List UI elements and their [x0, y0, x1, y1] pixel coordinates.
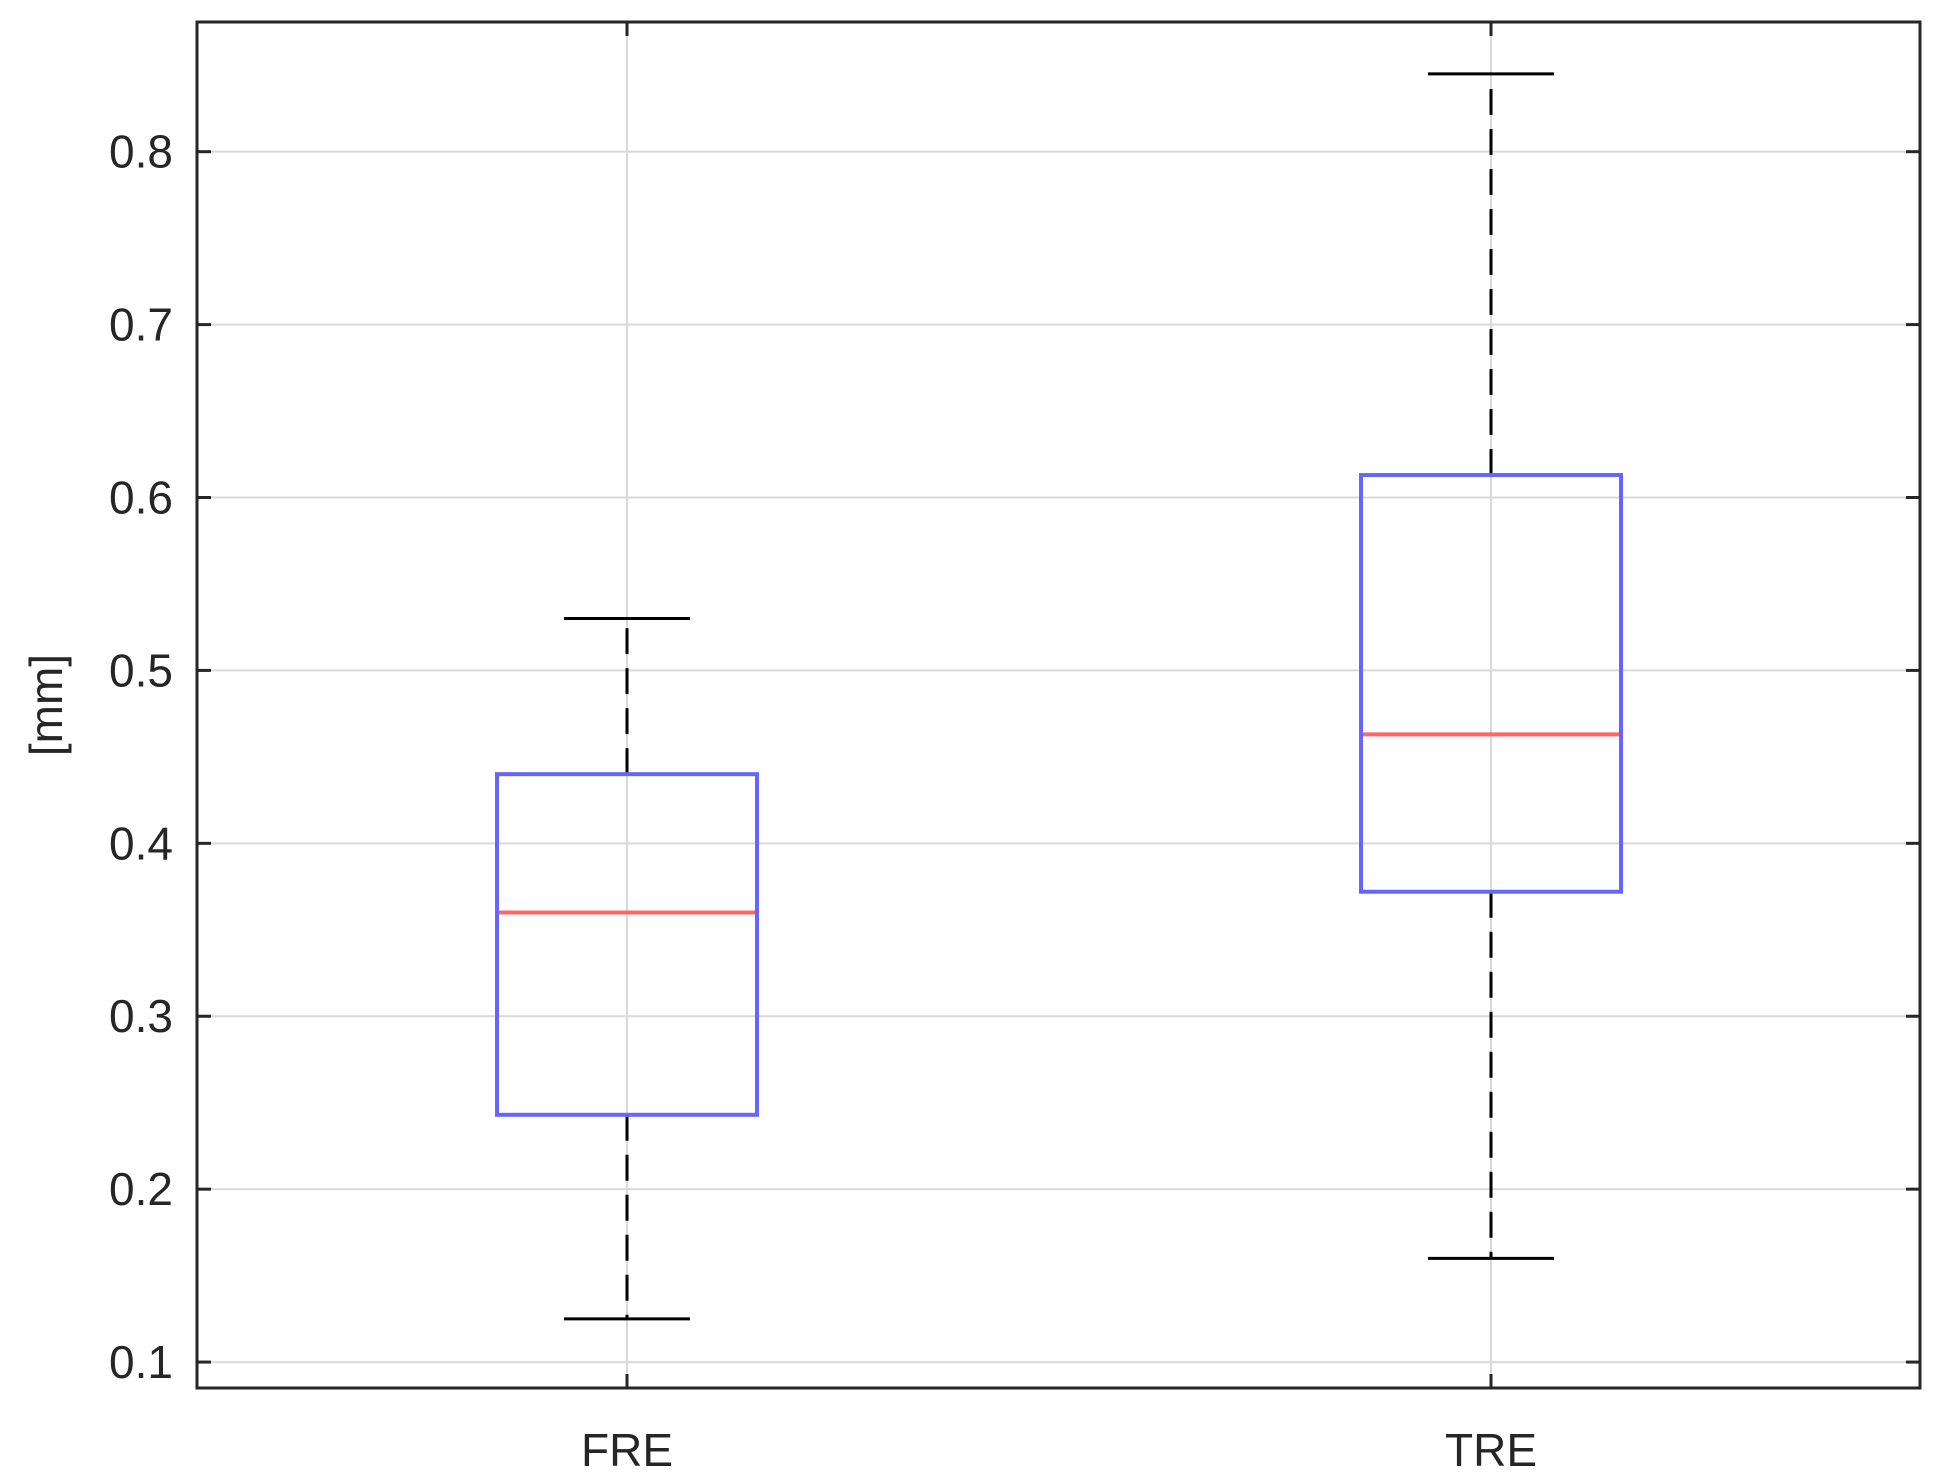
- box-iqr: [495, 772, 759, 1117]
- box-iqr: [1359, 473, 1623, 894]
- plot-frame: [195, 20, 1922, 1390]
- y-tick-label: 0.8: [109, 126, 173, 178]
- x-tick-label: TRE: [1445, 1424, 1537, 1476]
- y-axis-label: [mm]: [20, 654, 72, 756]
- ticks: [197, 22, 1920, 1388]
- y-tick-label: 0.6: [109, 472, 173, 524]
- y-tick-label: 0.5: [109, 644, 173, 696]
- grid: [197, 22, 1920, 1388]
- y-tick-label: 0.1: [109, 1336, 173, 1388]
- y-tick-label: 0.3: [109, 990, 173, 1042]
- y-tick-label: 0.7: [109, 299, 173, 351]
- y-tick-label: 0.2: [109, 1163, 173, 1215]
- x-tick-label: FRE: [581, 1424, 673, 1476]
- labels: 0.1 0.2 0.3 0.4 0.5 0.6 0.7 0.8 FRE TRE: [109, 126, 1537, 1476]
- y-tick-label: 0.4: [109, 817, 173, 869]
- boxes: [495, 72, 1623, 1321]
